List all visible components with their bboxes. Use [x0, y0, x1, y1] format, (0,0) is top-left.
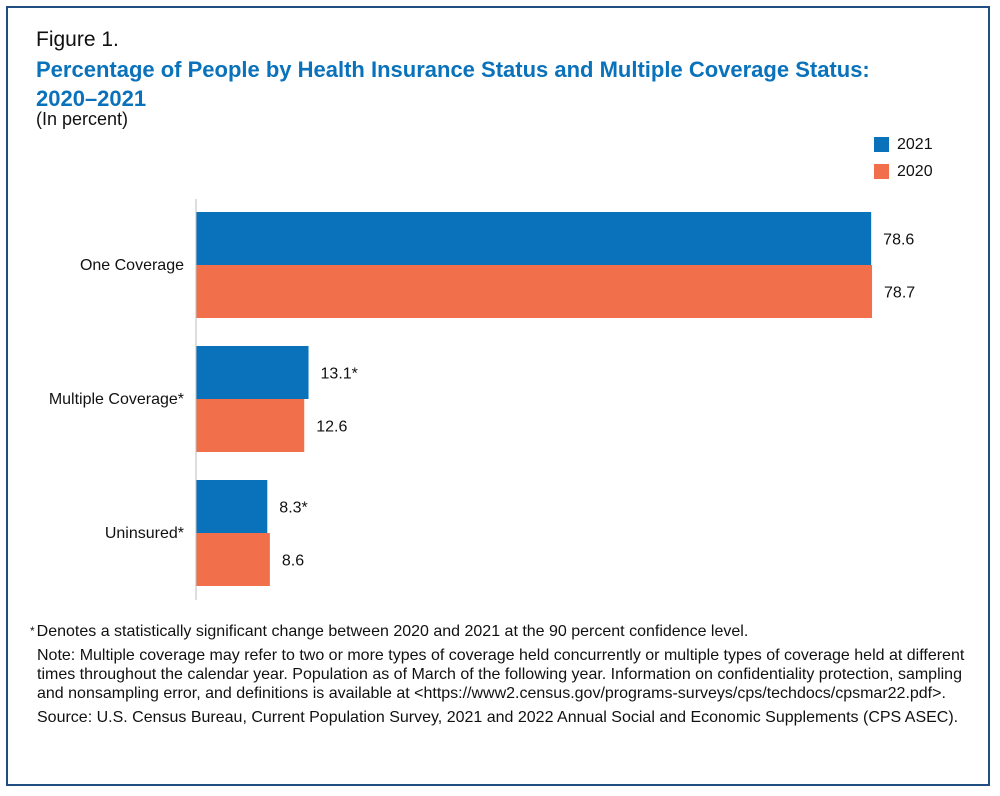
footnote-text: Denotes a statistically significant chan…: [36, 623, 749, 640]
data-label-multiple-coverage-2020: 12.6: [316, 419, 347, 436]
chart-title: Percentage of People by Health Insurance…: [36, 57, 870, 111]
legend-item-2021: 2021: [874, 131, 933, 158]
data-label-one-coverage-2021: 78.6: [883, 232, 914, 249]
footnote-symbol: *: [30, 624, 35, 638]
category-label-uninsured: Uninsured*: [105, 525, 184, 542]
chart-subtitle: (In percent): [36, 109, 129, 129]
bar-one-coverage-2020: [196, 265, 873, 318]
category-label-one-coverage: One Coverage: [80, 257, 184, 274]
figure-label: Figure 1.: [36, 28, 119, 51]
bar-uninsured-2021: [196, 480, 268, 533]
notes-block: * Denotes a statistically significant cha…: [30, 622, 970, 732]
bar-multiple-coverage-2021: [196, 346, 309, 399]
data-label-uninsured-2020: 8.6: [282, 553, 304, 570]
legend-swatch-2020: [874, 164, 889, 179]
legend-label-2020: 2020: [897, 162, 933, 180]
note-text: Note: Multiple coverage may refer to two…: [37, 647, 965, 702]
data-label-one-coverage-2020: 78.7: [884, 285, 915, 302]
significance-footnote: * Denotes a statistically significant cha…: [30, 622, 970, 641]
legend-item-2020: 2020: [874, 158, 933, 185]
bar-multiple-coverage-2020: [196, 399, 305, 452]
figure-frame: [6, 6, 990, 786]
source-text: Source: U.S. Census Bureau, Current Popu…: [37, 709, 959, 726]
data-label-multiple-coverage-2021: 13.1*: [321, 366, 358, 383]
bar-one-coverage-2021: [196, 212, 872, 265]
legend-swatch-2021: [874, 137, 889, 152]
data-label-uninsured-2021: 8.3*: [279, 500, 307, 517]
legend: 2021 2020: [874, 131, 933, 185]
legend-label-2021: 2021: [897, 135, 933, 153]
category-label-multiple-coverage: Multiple Coverage*: [49, 391, 184, 408]
bar-uninsured-2020: [196, 533, 270, 586]
